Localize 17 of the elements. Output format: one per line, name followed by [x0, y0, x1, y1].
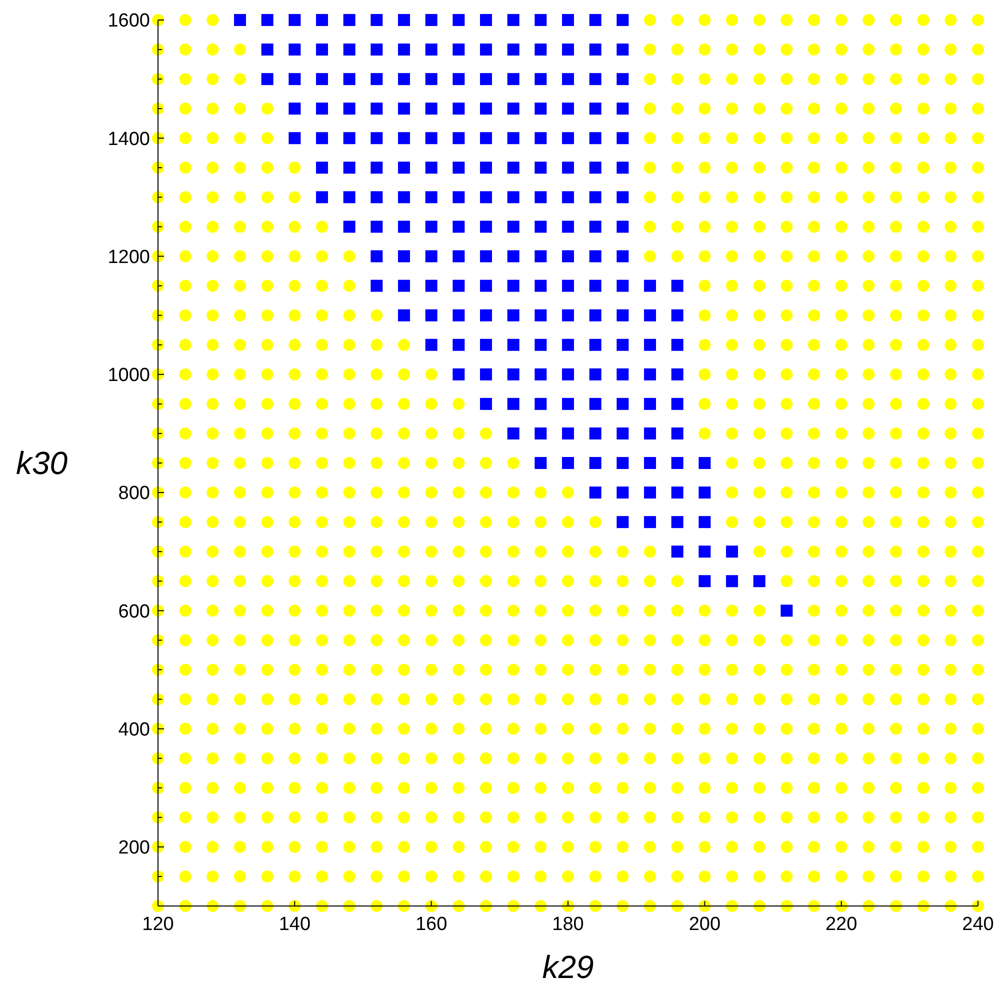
y-axis-title: k30 [16, 445, 68, 482]
y-tick-label: 400 [118, 719, 150, 740]
x-tick-label: 180 [552, 914, 584, 935]
x-axis-title: k29 [542, 949, 594, 985]
x-tick-label: 240 [962, 914, 994, 935]
y-tick-label: 1400 [108, 128, 150, 150]
y-tick-label: 1000 [108, 365, 150, 386]
x-tick-label: 200 [688, 914, 721, 935]
x-tick-label: 220 [825, 914, 858, 935]
x-tick-label: 140 [278, 914, 311, 935]
x-tick-label: 160 [415, 914, 448, 935]
y-tick-label: 1600 [108, 10, 150, 32]
y-tick-label: 200 [118, 838, 150, 859]
y-tick-label: 1200 [108, 246, 150, 268]
x-tick-label: 120 [142, 914, 174, 935]
y-tick-label: 800 [118, 483, 150, 504]
y-tick-label: 600 [118, 601, 150, 622]
